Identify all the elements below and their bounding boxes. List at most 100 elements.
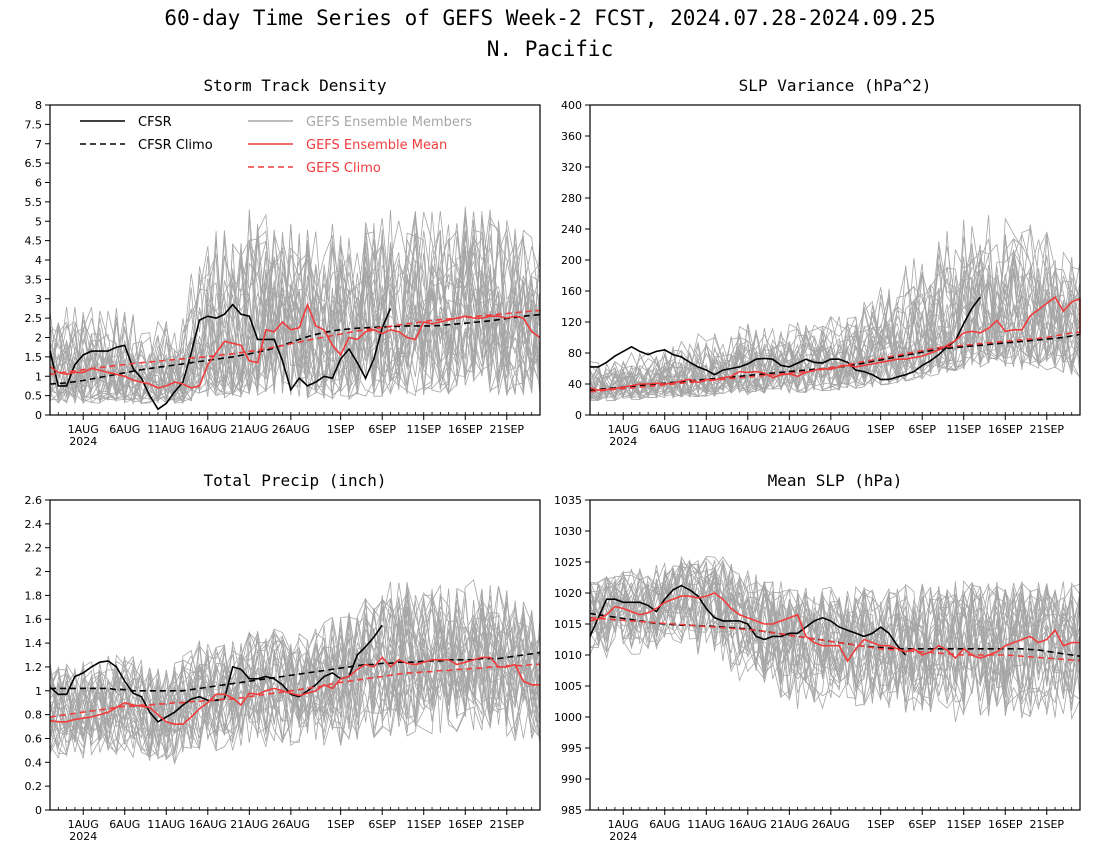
x-tick-label: 21SEP (1029, 423, 1064, 436)
x-year-label: 2024 (69, 435, 97, 448)
x-tick-label: 16AUG (189, 818, 227, 831)
x-tick-label: 21SEP (1029, 818, 1064, 831)
series-line-gefs-ensemble-mean (589, 296, 1081, 392)
x-tick-label: 6AUG (649, 818, 680, 831)
x-tick-label: 6SEP (368, 818, 396, 831)
panel-total-precip: Total Precip (inch) 0 0.2 0.4 0.6 0.8 1 1.2 1.4… (25, 471, 541, 843)
y-tick-label: 240 (561, 223, 582, 236)
y-tick-label: 400 (561, 99, 582, 112)
y-tick-label: 5 (35, 215, 42, 228)
x-tick-label: 1AUG (68, 818, 99, 831)
panel-title: Storm Track Density (203, 76, 386, 95)
x-tick-label: 1AUG (608, 818, 639, 831)
y-tick-label: 200 (561, 254, 582, 267)
series-line-cfsr (589, 584, 907, 656)
y-tick-label: 1000 (554, 711, 582, 724)
ensemble-member-line (50, 599, 540, 740)
y-tick-label: 360 (561, 130, 582, 143)
legend-label-ens-members: GEFS Ensemble Members (306, 115, 472, 130)
x-tick-label: 21SEP (489, 818, 524, 831)
y-tick-label: 0.8 (25, 709, 43, 722)
y-tick-label: 0.4 (25, 756, 43, 769)
y-tick-label: 1005 (554, 680, 582, 693)
ensemble-member-line (50, 594, 540, 753)
x-tick-label: 11SEP (946, 818, 981, 831)
x-tick-label: 16AUG (189, 423, 227, 436)
y-tick-label: 6.5 (25, 157, 43, 170)
x-tick-label: 1SEP (327, 423, 355, 436)
x-tick-label: 11SEP (406, 423, 441, 436)
x-tick-label: 21SEP (489, 423, 524, 436)
plot-frame (49, 499, 541, 811)
x-tick-label: 16SEP (988, 423, 1023, 436)
ensemble-member-line (50, 230, 540, 402)
x-tick-label: 16AUG (729, 423, 767, 436)
y-tick-label: 0.5 (25, 390, 43, 403)
x-tick-label: 1SEP (327, 818, 355, 831)
ensemble-member-line (50, 586, 540, 756)
y-tick-label: 1.5 (25, 351, 43, 364)
x-tick-label: 6AUG (649, 423, 680, 436)
series-line-gefs-climo (589, 617, 1081, 662)
y-tick-label: 280 (561, 192, 582, 205)
y-tick-label: 2.4 (25, 518, 43, 531)
x-tick-label: 6SEP (908, 423, 936, 436)
series-line-gefs-climo (49, 663, 540, 718)
figure-subtitle: N. Pacific (487, 37, 613, 61)
series-line-cfsr-climo (49, 313, 541, 385)
y-tick-label: 985 (561, 804, 582, 817)
y-tick-label: 0 (575, 409, 582, 422)
ensemble-member-line (590, 555, 1080, 691)
legend-label-cfsr: CFSR (138, 115, 172, 130)
y-tick-label: 0 (35, 804, 42, 817)
x-tick-label: 26AUG (812, 423, 850, 436)
y-tick-label: 6 (35, 177, 42, 190)
x-tick-label: 6SEP (368, 423, 396, 436)
x-tick-label: 1AUG (608, 423, 639, 436)
y-tick-label: 2.5 (25, 312, 43, 325)
ensemble-member-line (590, 569, 1080, 715)
ensemble-member-line (50, 240, 540, 404)
y-tick-label: 2.6 (25, 494, 43, 507)
y-tick-label: 1010 (554, 649, 582, 662)
y-tick-label: 1015 (554, 618, 582, 631)
ensemble-member-line (590, 563, 1080, 691)
panel-mean-slp: Mean SLP (hPa) 985 990 995 1000 1005 1010 1015… (554, 471, 1081, 843)
x-tick-label: 16SEP (448, 818, 483, 831)
x-tick-label: 11SEP (946, 423, 981, 436)
x-year-label: 2024 (609, 435, 637, 448)
ensemble-member-line (50, 623, 540, 759)
x-tick-label: 11SEP (406, 818, 441, 831)
y-tick-label: 120 (561, 316, 582, 329)
ensemble-member-line (50, 272, 540, 405)
y-tick-label: 3.5 (25, 273, 43, 286)
x-tick-label: 11AUG (147, 423, 185, 436)
x-tick-label: 16AUG (729, 818, 767, 831)
x-tick-label: 6AUG (109, 423, 140, 436)
y-tick-label: 5.5 (25, 196, 43, 209)
ensemble-member-line (50, 206, 540, 403)
x-tick-label: 11AUG (687, 818, 725, 831)
y-tick-label: 1 (35, 685, 42, 698)
y-tick-label: 1020 (554, 587, 582, 600)
y-tick-label: 1.8 (25, 589, 43, 602)
ensemble-member-line (50, 584, 540, 738)
y-tick-label: 2 (35, 332, 42, 345)
y-tick-label: 1.2 (25, 661, 43, 674)
y-tick-label: 320 (561, 161, 582, 174)
legend-label-ens-mean: GEFS Ensemble Mean (306, 138, 447, 153)
y-tick-label: 990 (561, 773, 582, 786)
x-year-label: 2024 (69, 830, 97, 843)
panel-slp-variance: SLP Variance (hPa^2) 0 40 80 120 160 200 240 28… (561, 76, 1081, 448)
series-line-cfsr-climo (50, 651, 541, 692)
figure-title: 60-day Time Series of GEFS Week-2 FCST, … (164, 6, 935, 30)
x-tick-label: 26AUG (272, 423, 310, 436)
x-tick-label: 16SEP (988, 818, 1023, 831)
panel-title: SLP Variance (hPa^2) (739, 76, 932, 95)
y-tick-label: 1035 (554, 494, 582, 507)
series-line-cfsr (49, 624, 383, 723)
x-tick-label: 6AUG (109, 818, 140, 831)
y-tick-label: 7 (35, 138, 42, 151)
y-tick-label: 1030 (554, 525, 582, 538)
y-tick-label: 4 (35, 254, 42, 267)
